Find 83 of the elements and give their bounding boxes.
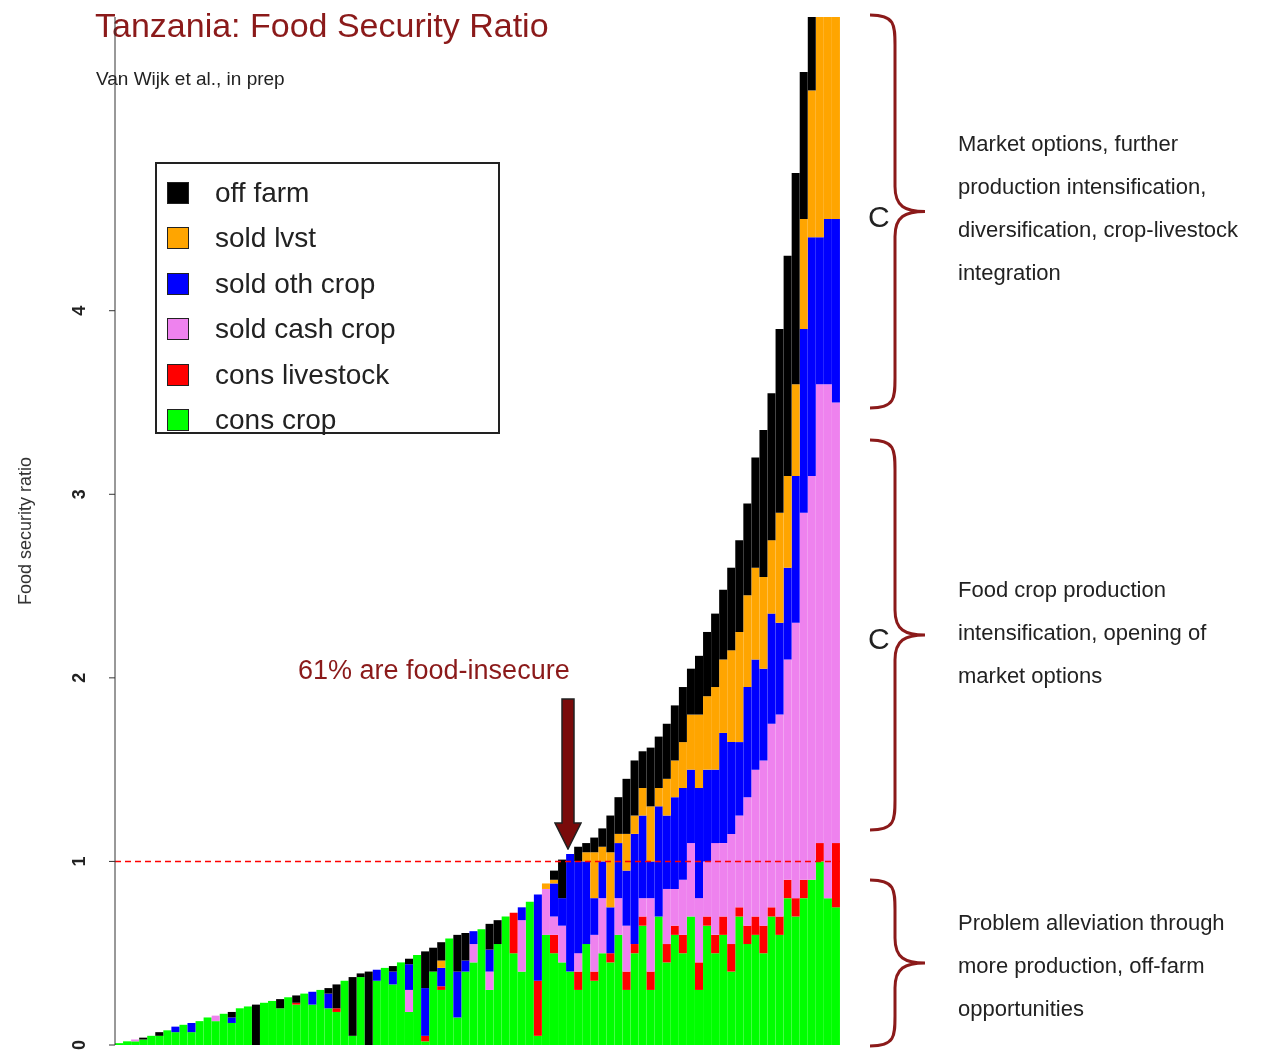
bar: [711, 934, 720, 954]
bar: [517, 907, 526, 921]
text: C: [868, 622, 890, 656]
bar: [437, 986, 446, 990]
bar: [461, 960, 470, 972]
bar: [727, 944, 736, 972]
y-tick-label: 2: [69, 672, 89, 683]
bar: [719, 916, 728, 935]
text: Market options, further production intensification, diversification, crop-livestock integration: [958, 130, 1239, 287]
bar: [606, 953, 615, 963]
bar: [469, 944, 478, 963]
bar: [405, 958, 413, 965]
bar: [227, 1011, 236, 1018]
bar: [598, 861, 607, 899]
bar: [533, 894, 542, 981]
bar: [638, 916, 647, 926]
bar: [767, 907, 776, 917]
bar: [187, 1022, 196, 1033]
bar: [670, 925, 679, 935]
bar: [791, 384, 800, 476]
y-tick-label: 0: [69, 1039, 89, 1051]
bar: [251, 1004, 260, 1045]
bar: [533, 980, 542, 1036]
bar: [646, 971, 655, 990]
bar: [292, 995, 301, 1003]
bar: [606, 907, 615, 954]
bar: [421, 988, 430, 1036]
bar: [695, 962, 703, 990]
bar: [791, 898, 800, 917]
bar: [622, 971, 631, 990]
bar: [227, 1017, 236, 1023]
y-tick-label: 3: [69, 489, 89, 500]
legend-label: sold oth crop: [215, 267, 376, 300]
bar: [703, 916, 712, 926]
legend-label: cons livestock: [215, 358, 390, 391]
bar: [662, 944, 671, 963]
bar: [775, 916, 784, 935]
bar: [171, 1026, 180, 1033]
bar: [574, 953, 583, 972]
bar: [388, 966, 397, 972]
bar: [574, 971, 583, 990]
annotation: 61% are food-insecure: [298, 655, 570, 686]
text: C: [868, 200, 890, 234]
bar: [469, 931, 478, 945]
y-tick-label: 4: [69, 305, 89, 316]
bar: [517, 920, 526, 972]
bar: [630, 944, 639, 954]
y-tick-label: 1: [69, 856, 89, 867]
text: Food crop production intensification, opening of market options: [958, 576, 1208, 690]
bar: [276, 999, 285, 1009]
bar: [211, 1015, 220, 1022]
bar: [405, 989, 413, 1012]
chart-title: Tanzania: Food Security Ratio: [95, 6, 549, 45]
bar: [324, 993, 333, 1009]
bar: [155, 1032, 164, 1036]
bar: [485, 971, 494, 990]
bar: [541, 883, 550, 889]
bar: [550, 934, 558, 954]
text: Problem alleviation through more production, off-farm opportunities: [958, 909, 1226, 1023]
bar: [421, 1035, 430, 1042]
legend-label: sold cash crop: [215, 313, 396, 346]
bar: [453, 971, 462, 1018]
bar: [308, 991, 317, 1005]
bar: [735, 907, 744, 917]
bar: [630, 815, 639, 834]
bar: [783, 879, 792, 899]
bar: [437, 960, 446, 968]
legend-label: off farm: [215, 176, 310, 209]
legend-label: sold lvst: [215, 222, 317, 255]
bar: [799, 879, 808, 899]
text: Van Wijk et al., in prep: [96, 68, 285, 90]
bar: [485, 949, 494, 972]
bar: [332, 1008, 341, 1012]
bar: [509, 912, 518, 954]
legend-label: cons crop: [215, 404, 337, 437]
bar: [405, 964, 413, 990]
bar: [388, 971, 397, 985]
bar: [590, 971, 599, 981]
bar: [437, 967, 446, 987]
y-axis-title: Food security ratio: [15, 456, 36, 606]
bar: [372, 969, 381, 981]
bar: [348, 977, 357, 1036]
bar: [678, 934, 687, 954]
